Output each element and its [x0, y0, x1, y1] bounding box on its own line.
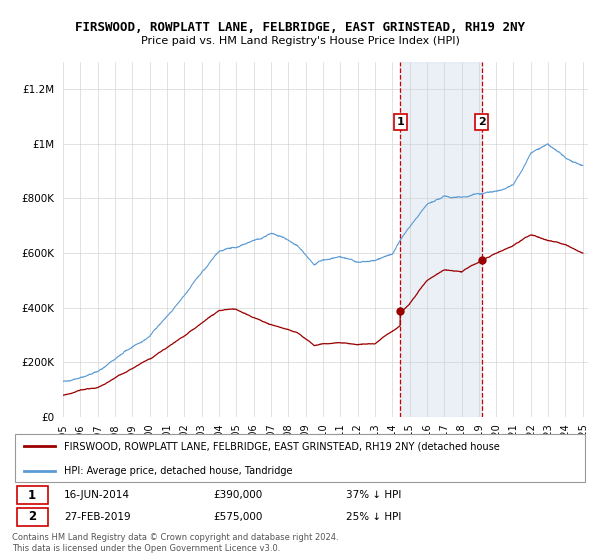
Text: 37% ↓ HPI: 37% ↓ HPI [346, 490, 401, 500]
Text: £390,000: £390,000 [214, 490, 263, 500]
Bar [400, 62, 482, 417]
Text: 25% ↓ HPI: 25% ↓ HPI [346, 512, 401, 522]
Text: 1: 1 [28, 489, 36, 502]
Text: 16-JUN-2014: 16-JUN-2014 [64, 490, 130, 500]
Text: FIRSWOOD, ROWPLATT LANE, FELBRIDGE, EAST GRINSTEAD, RH19 2NY (detached house: FIRSWOOD, ROWPLATT LANE, FELBRIDGE, EAST… [64, 441, 500, 451]
Text: £575,000: £575,000 [214, 512, 263, 522]
FancyBboxPatch shape [15, 434, 585, 482]
Text: 2: 2 [28, 510, 36, 523]
Text: 27-FEB-2019: 27-FEB-2019 [64, 512, 130, 522]
FancyBboxPatch shape [17, 508, 48, 525]
Text: 2: 2 [478, 117, 485, 127]
Text: Contains HM Land Registry data © Crown copyright and database right 2024.
This d: Contains HM Land Registry data © Crown c… [12, 533, 338, 553]
Text: 1: 1 [397, 117, 404, 127]
Text: FIRSWOOD, ROWPLATT LANE, FELBRIDGE, EAST GRINSTEAD, RH19 2NY: FIRSWOOD, ROWPLATT LANE, FELBRIDGE, EAST… [75, 21, 525, 34]
Text: Price paid vs. HM Land Registry's House Price Index (HPI): Price paid vs. HM Land Registry's House … [140, 36, 460, 46]
FancyBboxPatch shape [17, 487, 48, 504]
Text: HPI: Average price, detached house, Tandridge: HPI: Average price, detached house, Tand… [64, 466, 292, 476]
